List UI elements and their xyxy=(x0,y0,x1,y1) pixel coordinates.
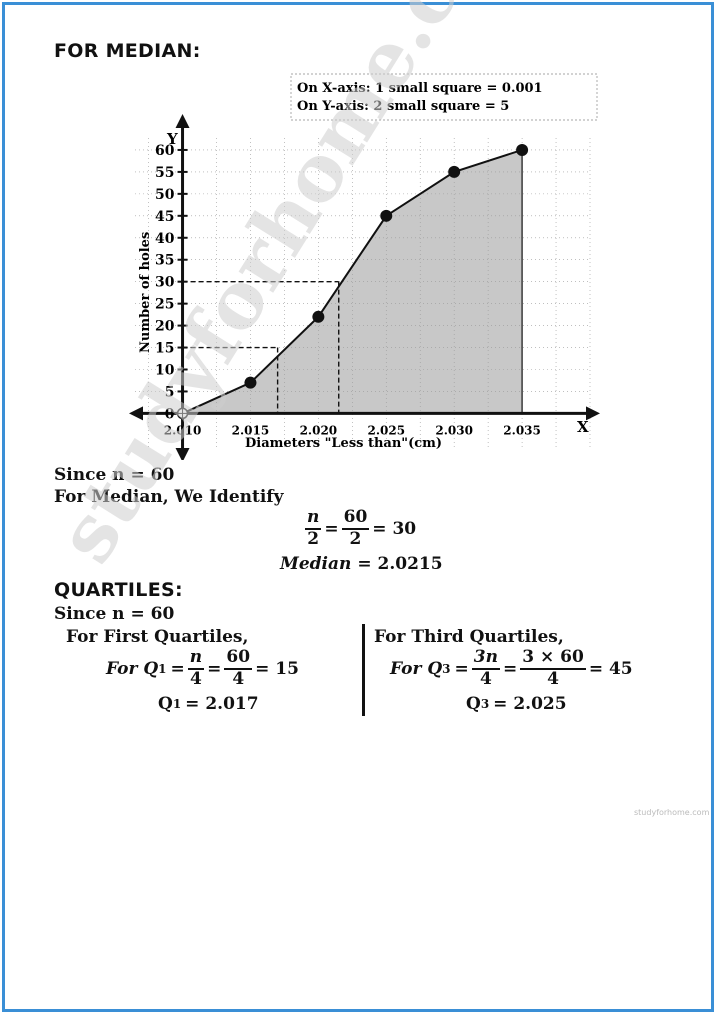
scale-note-box xyxy=(290,73,598,121)
y-axis-arrow-up xyxy=(175,114,190,128)
y-tick-label: 5 xyxy=(165,384,175,400)
chart-grid xyxy=(135,73,598,448)
q3-result: = 45 xyxy=(588,658,633,679)
frac-num: n xyxy=(305,507,322,530)
chart-points xyxy=(176,143,529,420)
ogive-fill xyxy=(182,149,523,414)
first-quartile-label: For First Quartiles, xyxy=(66,627,249,647)
equation-result: = 30 xyxy=(372,518,417,539)
chart-x-axis-letter: X xyxy=(577,418,589,436)
q1-result: = 15 xyxy=(255,658,299,679)
x-axis-arrow-left xyxy=(129,406,143,421)
median-heading: FOR MEDIAN: xyxy=(54,40,201,62)
median-value: = 2.0215 xyxy=(357,554,443,574)
chart-shaded-area xyxy=(182,149,523,414)
frac-num: 60 xyxy=(224,647,253,670)
y-tick-label: 20 xyxy=(155,319,175,335)
frac-den: 2 xyxy=(307,528,320,549)
median-equation: Median = 2.0215 xyxy=(280,554,443,574)
chart-series-line xyxy=(182,149,523,415)
x-tick-label: 2.015 xyxy=(232,423,270,437)
q3-value: = 2.025 xyxy=(493,694,567,714)
frac-den: 4 xyxy=(190,668,202,689)
frac-num: n xyxy=(187,647,205,670)
small-watermark: studyforhome.com xyxy=(634,808,710,817)
frac-den: 4 xyxy=(232,668,245,689)
ogive-chart: 0 5 10 15 20 25 30 35 40 45 50 55 60 2.010 2.015 2.020 2… xyxy=(129,73,600,460)
data-point xyxy=(244,376,257,389)
q3-subscript: 3 xyxy=(442,661,451,676)
y-tick-label: 0 xyxy=(165,406,175,422)
median-label: Median xyxy=(280,554,352,574)
chart-x-axis-label: Diameters "Less than"(cm) xyxy=(245,436,442,451)
data-point xyxy=(516,143,529,156)
chart-scale-note-x: On X-axis: 1 small square = 0.001 xyxy=(297,81,543,96)
frac-den: 2 xyxy=(349,528,362,549)
x-tick-label: 2.030 xyxy=(435,423,473,437)
ogive-line xyxy=(182,149,523,415)
q1-for-text: For Q xyxy=(106,658,159,679)
y-tick-label: 30 xyxy=(155,275,175,291)
x-tick-label: 2.035 xyxy=(503,423,541,437)
x-tick-label: 2.025 xyxy=(367,423,405,437)
q1-subscript: 1 xyxy=(158,661,167,676)
quartiles-since-n: Since n = 60 xyxy=(54,604,175,624)
chart-reference-lines xyxy=(182,280,340,414)
frac-num: 3n xyxy=(471,647,500,670)
y-tick-label: 35 xyxy=(155,253,174,269)
chart-tick-labels: 0 5 10 15 20 25 30 35 40 45 50 55 60 2.010 2.015 2.020 2… xyxy=(155,143,541,437)
frac-den: 4 xyxy=(479,668,492,689)
median-identify-text: For Median, We Identify xyxy=(54,487,284,507)
q1-value-subscript: 1 xyxy=(172,697,182,711)
since-n-text: Since n = 60 xyxy=(54,465,175,485)
y-tick-label: 40 xyxy=(155,231,175,247)
frac-num: 60 xyxy=(341,507,370,530)
frac-den: 4 xyxy=(547,668,559,689)
data-point xyxy=(448,165,461,178)
y-tick-label: 60 xyxy=(155,143,175,159)
column-divider xyxy=(362,624,365,716)
y-tick-label: 45 xyxy=(155,209,174,225)
q3-for-text: For Q xyxy=(390,658,443,679)
x-tick-label: 2.010 xyxy=(164,423,202,437)
y-tick-label: 25 xyxy=(155,297,174,313)
x-tick-label: 2.020 xyxy=(300,423,338,437)
q3-value-subscript: 3 xyxy=(480,697,490,711)
chart-scale-note-y: On Y-axis: 2 small square = 5 xyxy=(297,99,509,114)
y-tick-label: 55 xyxy=(155,165,174,181)
quartiles-heading: QUARTILES: xyxy=(54,579,183,601)
data-point xyxy=(380,209,393,222)
x-axis-arrow-right xyxy=(586,406,600,421)
y-tick-label: 10 xyxy=(155,363,175,379)
chart-y-axis-letter: Y xyxy=(166,130,178,148)
frac-num: 3 × 60 xyxy=(520,647,586,670)
third-quartile-label: For Third Quartiles, xyxy=(374,627,564,647)
chart-y-axis-label: Number of holes xyxy=(138,232,153,353)
y-axis-arrow-down xyxy=(175,448,190,460)
q1-value: = 2.017 xyxy=(185,694,259,714)
y-tick-label: 15 xyxy=(155,341,174,357)
data-point xyxy=(312,310,325,323)
y-tick-label: 50 xyxy=(155,187,175,203)
